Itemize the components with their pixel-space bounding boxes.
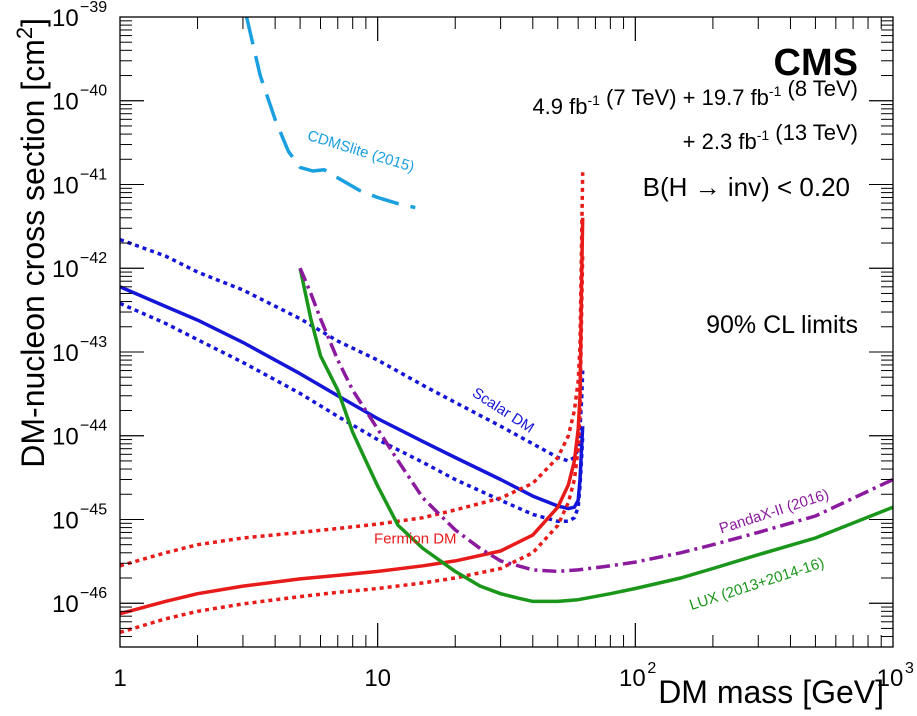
band-curve-6 bbox=[119, 253, 585, 634]
cms-label: CMS bbox=[774, 42, 858, 84]
y-tick-label: 10 bbox=[52, 591, 79, 618]
curve-label: Fermion DM bbox=[374, 530, 457, 547]
lumi-text: (7 TeV) + 19.7 fb bbox=[600, 85, 769, 110]
curve-label: PandaX-II (2016) bbox=[717, 486, 831, 537]
y-tick-label: 10 bbox=[52, 424, 79, 451]
y-tick-label: −42 bbox=[80, 250, 107, 267]
curve-label: LUX (2013+2014-16) bbox=[687, 554, 826, 614]
pandax-ii-2016-curve-8 bbox=[298, 267, 894, 574]
y-tick-label: −46 bbox=[80, 585, 107, 602]
scalar-dm-curve-1 bbox=[119, 285, 585, 511]
y-tick-label: 10 bbox=[52, 172, 79, 199]
lumi-sup: -1 bbox=[769, 83, 782, 99]
x-tick-label: 2 bbox=[647, 660, 656, 677]
y-tick-label: 10 bbox=[52, 507, 79, 534]
x-tick-label: 10 bbox=[619, 665, 646, 692]
lux-2013-2014-16-curve-7 bbox=[298, 267, 894, 604]
y-tick-label: 10 bbox=[52, 340, 79, 367]
y-tick-label: −39 bbox=[80, 0, 107, 16]
band-curve-5 bbox=[119, 172, 585, 568]
luminosity-line-1: 4.9 fb-1 (7 TeV) + 19.7 fb-1 (8 TeV) bbox=[532, 76, 858, 119]
y-tick-label: −45 bbox=[80, 501, 107, 518]
x-tick-label: 10 bbox=[877, 665, 904, 692]
lumi-sup: -1 bbox=[757, 127, 770, 143]
axis-ticks bbox=[119, 16, 894, 647]
cdmslite-2015-curve-0 bbox=[244, 16, 416, 210]
lumi-text: (13 TeV) bbox=[769, 120, 858, 145]
cl-limits-label: 90% CL limits bbox=[706, 311, 858, 339]
x-tick-label: 1 bbox=[113, 665, 126, 692]
y-tick-label: −41 bbox=[80, 166, 107, 183]
branching-ratio-label: B(H → inv) < 0.20 bbox=[643, 172, 850, 202]
lumi-text: + 2.3 fb bbox=[683, 129, 757, 154]
y-tick-label: −44 bbox=[80, 418, 107, 435]
y-title-sup: 2 bbox=[12, 27, 37, 39]
x-axis-title: DM mass [GeV] bbox=[658, 674, 884, 710]
lumi-sup: -1 bbox=[587, 92, 600, 108]
y-tick-label: −43 bbox=[80, 334, 107, 351]
lumi-text: 4.9 fb bbox=[532, 94, 587, 119]
fermion-dm-curve-4 bbox=[119, 217, 585, 616]
curves bbox=[119, 16, 894, 634]
plot-frame bbox=[119, 16, 894, 648]
lumi-text: (8 TeV) bbox=[781, 76, 858, 101]
y-axis-title: DM-nucleon cross section [cm2] bbox=[12, 18, 51, 468]
y-title-main: DM-nucleon cross section [cm bbox=[15, 39, 51, 468]
y-tick-label: −40 bbox=[80, 83, 107, 100]
luminosity-line-2: + 2.3 fb-1 (13 TeV) bbox=[683, 120, 858, 154]
y-tick-label: 10 bbox=[52, 256, 79, 283]
curve-label: Scalar DM bbox=[469, 384, 537, 436]
x-tick-label: 3 bbox=[905, 660, 914, 677]
y-title-end: ] bbox=[15, 18, 51, 27]
y-tick-label: 10 bbox=[52, 89, 79, 116]
band-curve-2 bbox=[119, 237, 585, 463]
band-curve-3 bbox=[119, 301, 585, 524]
y-tick-label: 10 bbox=[52, 5, 79, 32]
x-tick-label: 10 bbox=[364, 665, 391, 692]
